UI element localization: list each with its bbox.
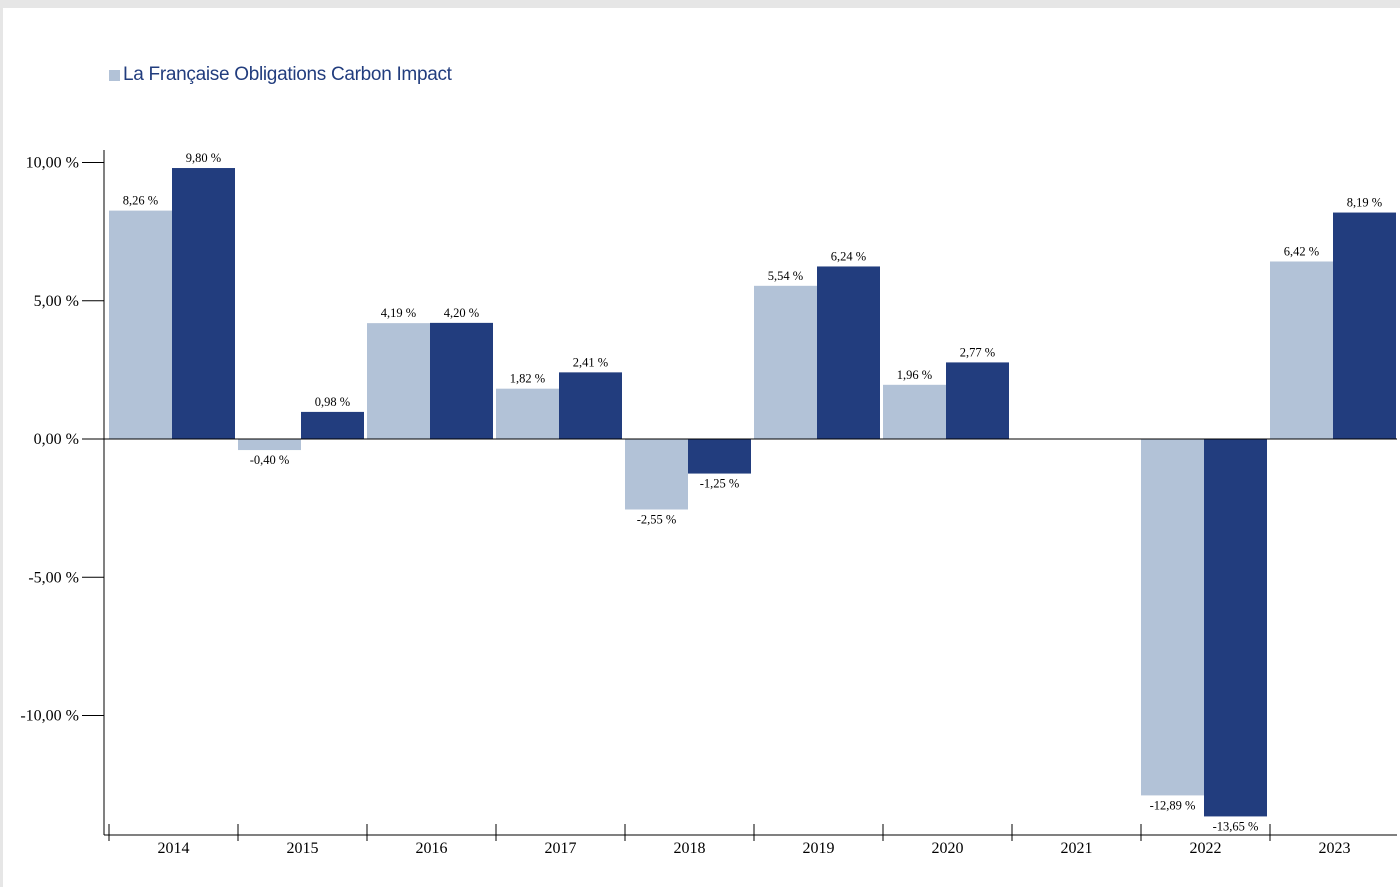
bar	[817, 266, 880, 439]
bar	[1204, 439, 1267, 817]
bar	[1333, 212, 1396, 439]
bar	[172, 168, 235, 439]
x-tick-label: 2016	[416, 840, 448, 857]
x-tick-label: 2014	[158, 840, 190, 857]
data-label: 5,54 %	[768, 269, 803, 283]
bar	[946, 362, 1009, 439]
x-tick-label: 2015	[287, 840, 319, 857]
data-label: 6,24 %	[831, 249, 866, 263]
x-tick-label: 2022	[1190, 840, 1222, 857]
bar	[430, 322, 493, 439]
x-tick-label: 2018	[674, 840, 706, 857]
bar	[754, 285, 817, 439]
x-tick-label: 2023	[1319, 840, 1351, 857]
y-tick-label: 0,00 %	[34, 431, 79, 448]
data-label: 1,82 %	[510, 372, 545, 386]
data-label: 0,98 %	[315, 395, 350, 409]
data-label: 2,77 %	[960, 345, 995, 359]
bar	[1141, 439, 1204, 796]
bar	[883, 384, 946, 439]
bar	[688, 439, 751, 474]
x-tick-label: 2019	[803, 840, 835, 857]
data-label: 1,96 %	[897, 368, 932, 382]
data-label: -1,25 %	[700, 477, 740, 491]
legend-label: La Française Obligations Carbon Impact	[123, 64, 452, 85]
bar	[496, 388, 559, 439]
data-label: -12,89 %	[1150, 798, 1196, 812]
data-label: 8,19 %	[1347, 196, 1382, 210]
data-label: 9,80 %	[186, 151, 221, 165]
data-label: 4,20 %	[444, 306, 479, 320]
data-label: 2,41 %	[573, 355, 608, 369]
legend: La Française Obligations Carbon Impact	[109, 64, 452, 86]
y-tick-label: -10,00 %	[20, 708, 79, 725]
bar	[1270, 261, 1333, 439]
data-label: -2,55 %	[637, 513, 677, 527]
x-tick-label: 2021	[1061, 840, 1093, 857]
data-label: -0,40 %	[250, 453, 290, 467]
bar	[559, 372, 622, 439]
x-tick-label: 2017	[545, 840, 577, 857]
bar	[625, 439, 688, 510]
data-label: -13,65 %	[1213, 819, 1259, 833]
legend-swatch-icon	[109, 69, 120, 81]
y-tick-label: -5,00 %	[28, 569, 79, 586]
bar	[301, 411, 364, 439]
bar	[367, 323, 430, 439]
bar	[109, 210, 172, 439]
data-label: 6,42 %	[1284, 244, 1319, 258]
x-tick-label: 2020	[932, 840, 964, 857]
y-tick-label: 10,00 %	[26, 155, 79, 172]
data-label: 4,19 %	[381, 306, 416, 320]
bar	[238, 439, 301, 451]
data-label: 8,26 %	[123, 194, 158, 208]
y-tick-label: 5,00 %	[34, 293, 79, 310]
